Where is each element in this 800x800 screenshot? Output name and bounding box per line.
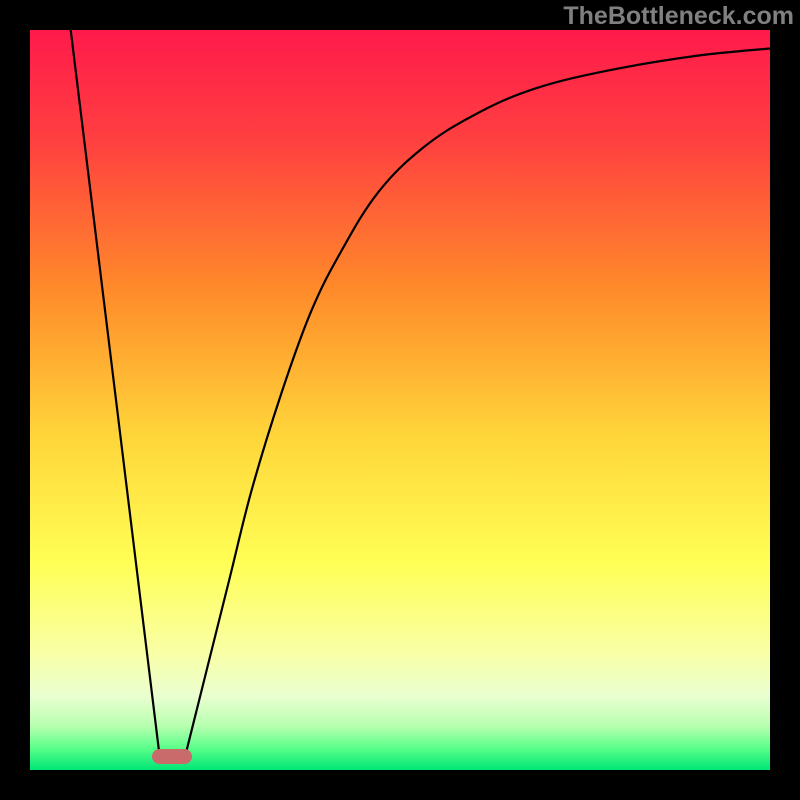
plot-area: [30, 30, 770, 770]
chart-curves: [30, 30, 770, 770]
watermark-text: TheBottleneck.com: [563, 2, 794, 31]
chart-container: TheBottleneck.com: [0, 0, 800, 800]
optimal-zone-marker: [152, 749, 192, 764]
curve-left-descent: [71, 30, 160, 755]
curve-right-rise: [185, 49, 770, 756]
